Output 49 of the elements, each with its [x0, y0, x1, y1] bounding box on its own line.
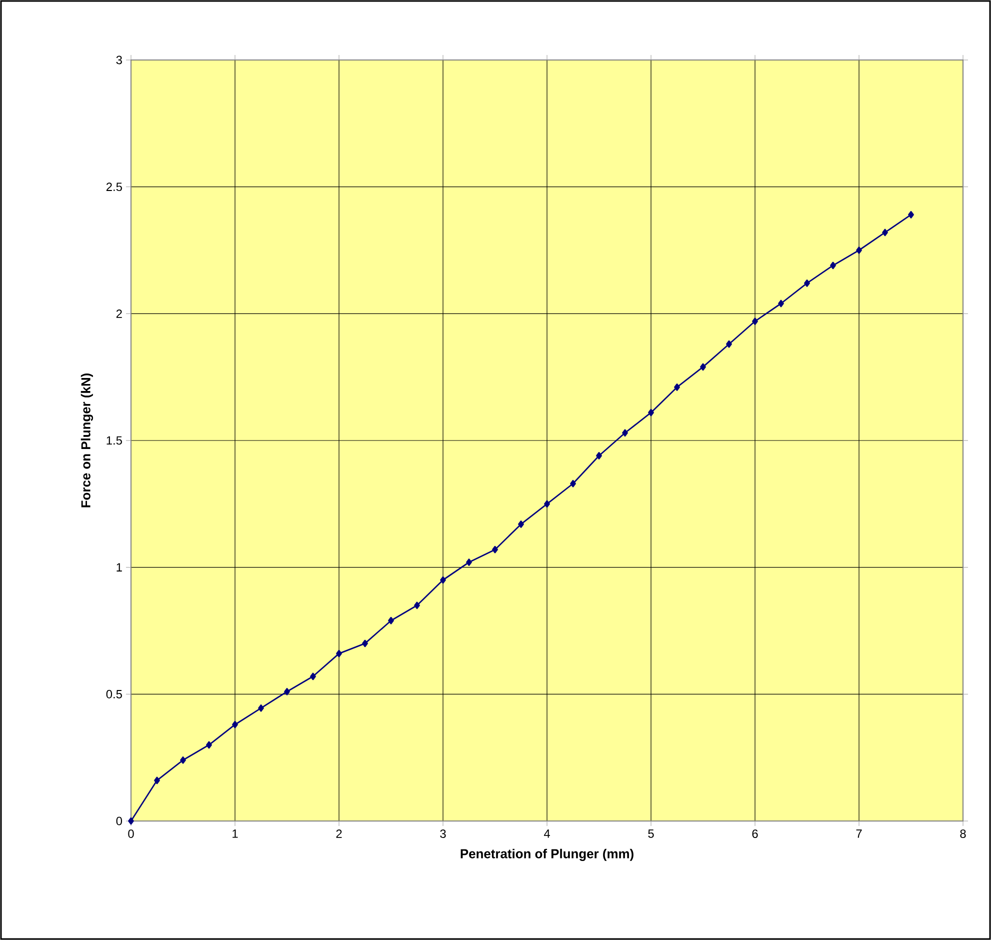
point	[232, 720, 238, 728]
point	[154, 776, 160, 784]
point	[362, 640, 368, 648]
point	[752, 318, 758, 325]
point	[336, 650, 342, 658]
point	[674, 384, 680, 391]
point	[180, 756, 186, 764]
point	[882, 228, 888, 236]
point	[492, 546, 498, 554]
point	[622, 429, 628, 437]
point	[518, 520, 524, 528]
point	[128, 817, 134, 825]
point	[830, 262, 836, 270]
y-tick-label: 0	[116, 816, 122, 826]
point	[206, 741, 212, 749]
y-tick-label: 3	[116, 56, 122, 64]
y-tick-label: 1	[116, 563, 122, 572]
point	[856, 246, 862, 254]
point	[388, 616, 394, 624]
x-tick-label: 5	[648, 830, 654, 838]
point	[778, 300, 784, 308]
x-tick-label: 2	[336, 830, 342, 838]
y-tick-label: 1.5	[106, 436, 122, 445]
point	[414, 602, 420, 610]
point	[284, 688, 290, 696]
point	[726, 340, 732, 348]
point	[466, 558, 472, 566]
point	[648, 408, 654, 416]
point	[440, 576, 446, 584]
y-tick-label: 2.5	[106, 182, 122, 192]
x-tick-label: 0	[128, 830, 134, 838]
point	[258, 704, 264, 712]
point	[570, 480, 576, 488]
x-axis-title: Penetration of Plunger (mm)	[460, 848, 634, 861]
point	[596, 452, 602, 460]
x-tick-label: 4	[544, 830, 550, 838]
point	[908, 211, 914, 218]
x-tick-label: 6	[752, 830, 758, 838]
point	[544, 500, 550, 508]
point	[310, 672, 316, 680]
y-axis-title: Force on Plunger (kN)	[80, 374, 94, 508]
x-tick-label: 7	[856, 830, 862, 838]
point	[700, 363, 706, 371]
y-tick-label: 0.5	[106, 690, 122, 698]
x-tick-label: 3	[440, 830, 446, 838]
point	[804, 280, 810, 287]
y-tick-label: 2	[116, 309, 122, 318]
x-tick-label: 1	[232, 830, 238, 838]
x-tick-label: 8	[960, 830, 966, 838]
